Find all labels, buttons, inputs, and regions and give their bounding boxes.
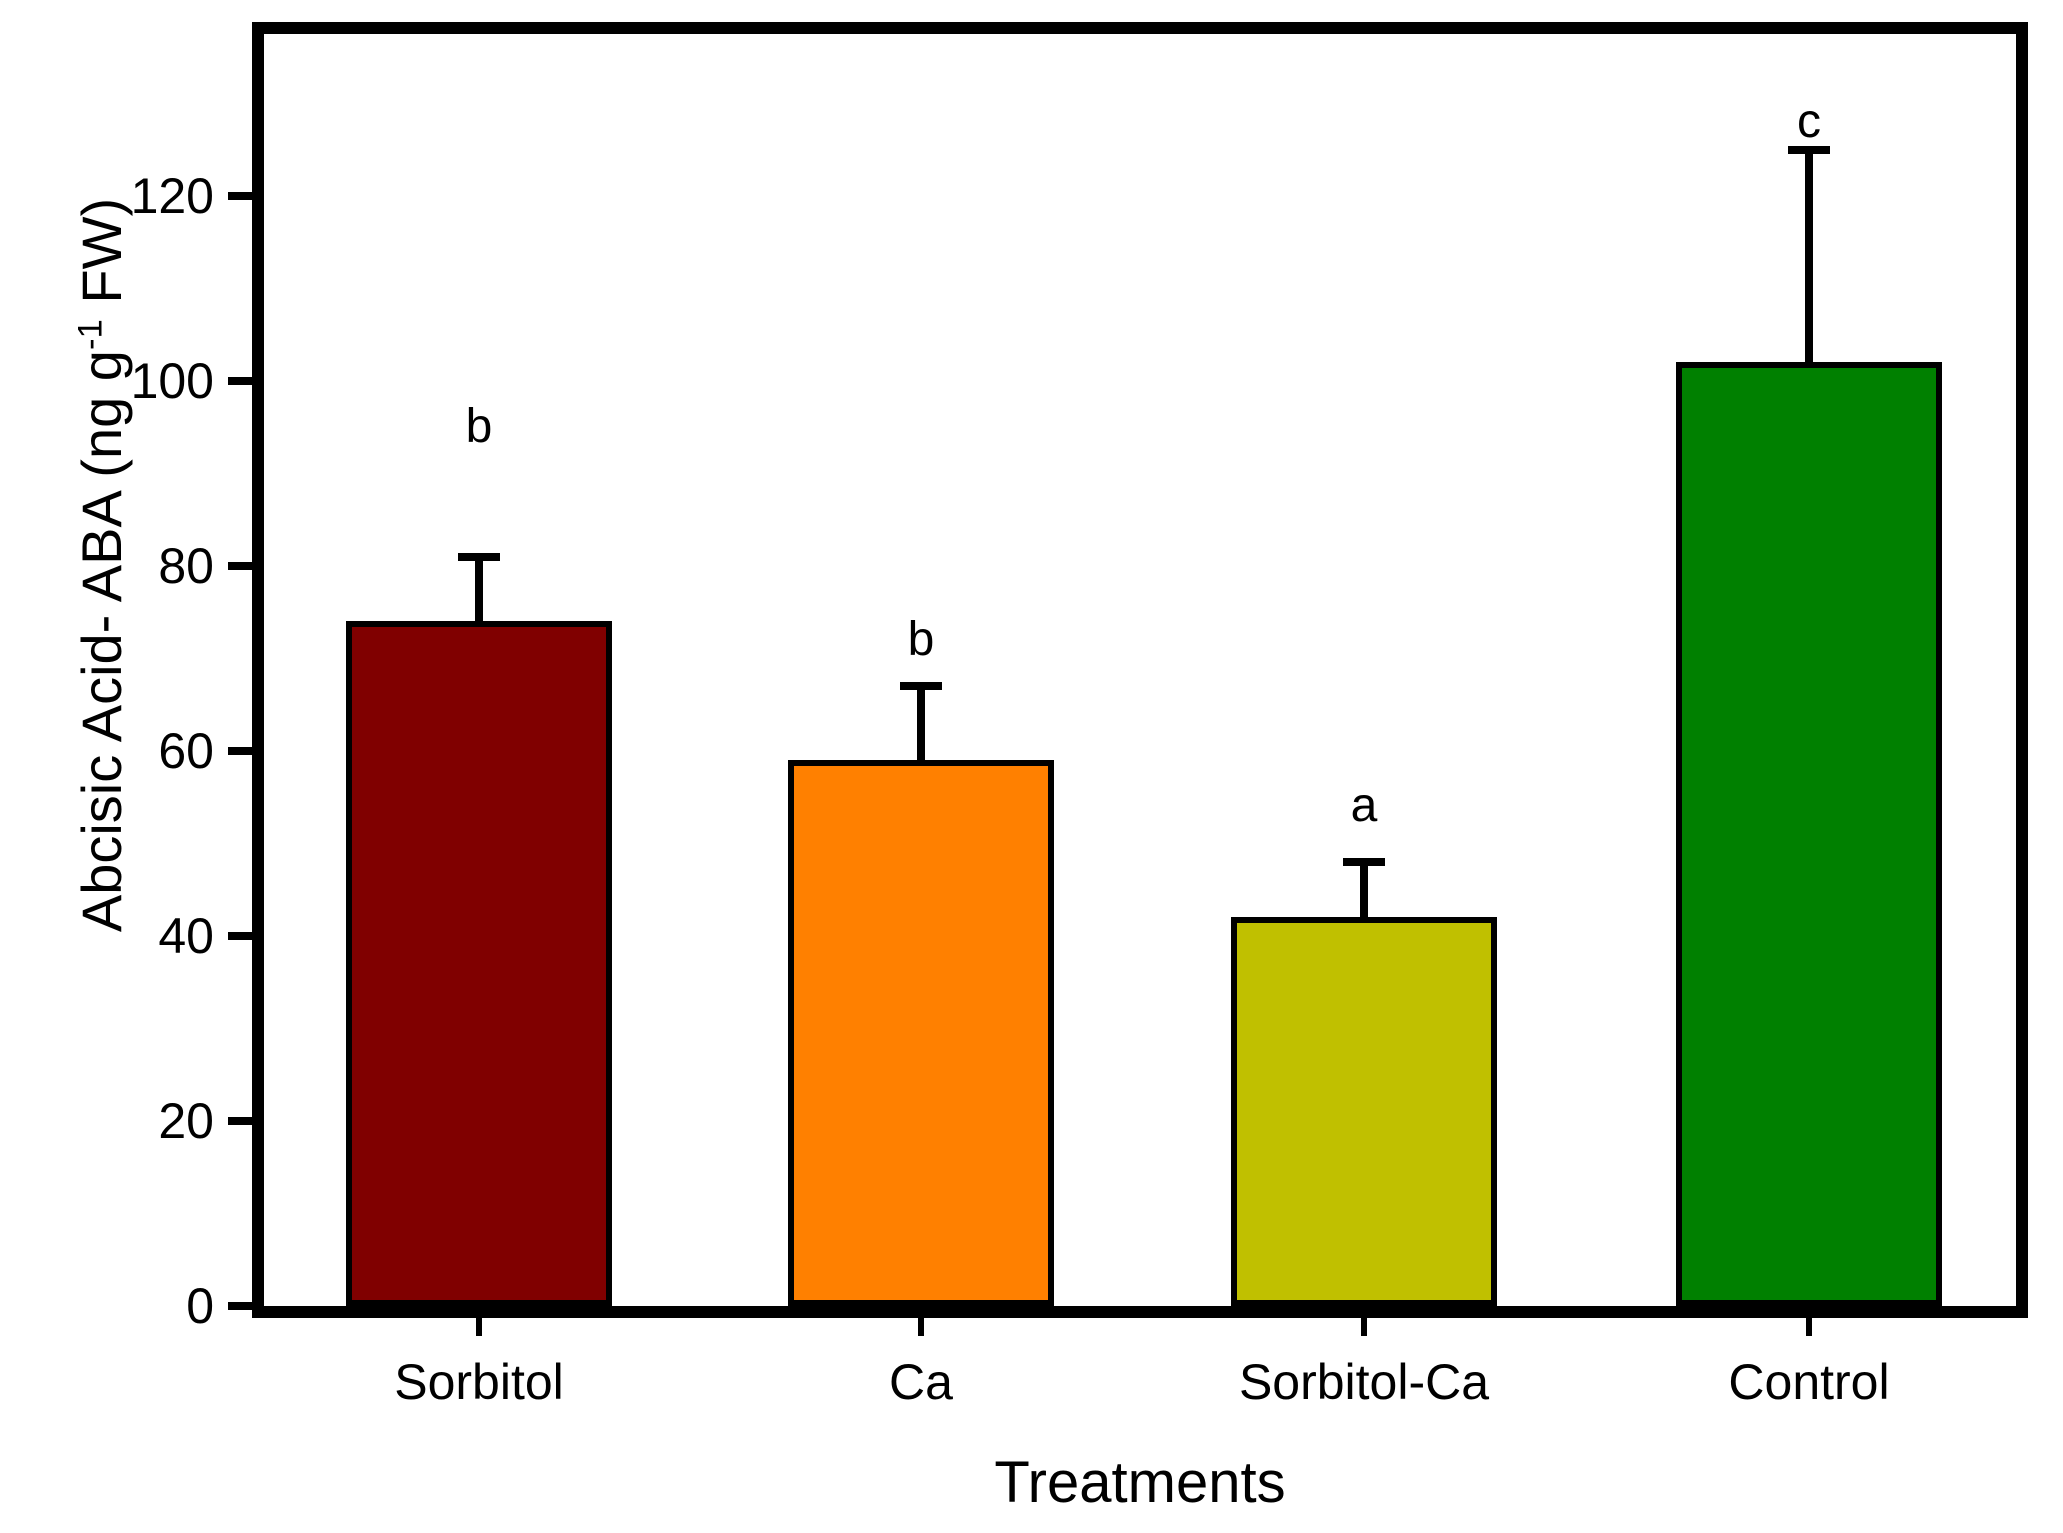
y-axis-tick <box>228 746 252 755</box>
sig-letter-ca: b <box>907 612 935 666</box>
y-tick-label: 0 <box>186 1278 214 1334</box>
sig-letter-sorbitol: b <box>465 400 493 454</box>
x-axis-tick <box>918 1318 924 1336</box>
x-axis-title: Treatments <box>994 1450 1286 1515</box>
sig-letter-control: c <box>1797 94 1821 148</box>
y-axis-title-superscript: -1 <box>71 319 110 351</box>
error-bar-stem <box>917 686 925 767</box>
error-bar-cap <box>900 682 942 691</box>
x-category-label-ca: Ca <box>889 1354 953 1410</box>
bar-control <box>1676 362 1942 1306</box>
x-category-label-sorbitol: Sorbitol <box>394 1354 564 1410</box>
error-bar-stem <box>1360 861 1368 924</box>
error-bar-stem <box>475 556 483 628</box>
x-category-label-sorbitol-ca: Sorbitol-Ca <box>1238 1354 1490 1410</box>
error-bar-cap <box>1343 857 1385 866</box>
y-axis-tick <box>228 1302 252 1310</box>
y-tick-label: 60 <box>158 722 214 779</box>
y-tick-label: 120 <box>130 167 214 224</box>
y-axis-tick <box>228 931 252 940</box>
y-tick-label: 20 <box>158 1092 214 1149</box>
x-category-label-control: Control <box>1728 1354 1890 1410</box>
y-tick-label: 40 <box>158 907 214 964</box>
y-tick-label: 100 <box>130 352 214 409</box>
y-tick-label: 80 <box>158 537 214 594</box>
bar-sorbitol-ca <box>1231 917 1497 1306</box>
bar-ca <box>788 760 1054 1306</box>
error-bar-cap <box>1788 145 1830 154</box>
y-axis-tick <box>228 1116 252 1125</box>
bar-sorbitol <box>346 621 612 1306</box>
y-axis-tick <box>228 561 252 570</box>
x-axis-tick <box>1806 1318 1812 1336</box>
y-axis-tick <box>228 191 252 200</box>
error-bar-cap <box>458 552 500 561</box>
y-axis-title-text: Abcisic Acid- ABA (ng g <box>70 350 133 933</box>
x-axis-tick <box>476 1318 482 1336</box>
error-bar-stem <box>1805 149 1813 369</box>
sig-letter-sorbitol-ca: a <box>1350 779 1378 833</box>
x-axis-tick <box>1361 1318 1367 1336</box>
y-axis-tick <box>228 376 252 385</box>
